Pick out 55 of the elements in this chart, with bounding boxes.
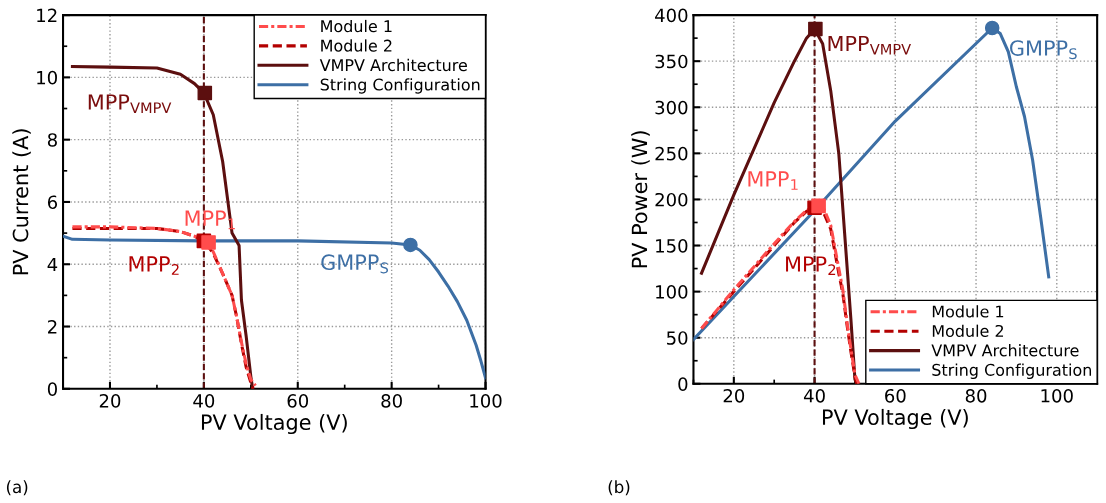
legend-label: Module 1 [321, 19, 392, 33]
annotation: MPP$_{2}$ [129, 256, 179, 275]
x-tick-label: 60 [287, 394, 309, 408]
legend-label: Module 2 [932, 324, 1004, 337]
legend-label: Module 1 [932, 305, 1004, 318]
y-tick-label: 250 [655, 146, 688, 161]
annotation: GMPP$_{S}$ [321, 254, 389, 274]
y-tick-label: 400 [655, 8, 688, 23]
legend-label: String Configuration [932, 363, 1092, 379]
y-tick-label: 12 [37, 8, 57, 22]
legend-label: VMPV Architecture [319, 58, 467, 72]
x-axis-title: PV Voltage (V) [201, 413, 347, 435]
x-tick-label: 100 [1041, 388, 1073, 403]
y-axis-title: PV Current (A) [12, 129, 31, 275]
annotation: MPP$_{1}$ [185, 210, 235, 230]
y-tick-label: 0 [47, 382, 57, 396]
y-tick-label: 300 [655, 100, 688, 115]
point [808, 21, 823, 37]
annotation: GMPP$_{S}$ [1010, 40, 1077, 60]
x-tick-label: 60 [885, 388, 906, 403]
point [197, 85, 213, 101]
annotation: MPP$_{2}$ [786, 256, 836, 276]
y-tick-label: 0 [678, 377, 688, 391]
annotation: MPP$_{VMPV}$ [88, 94, 172, 114]
y-tick-label: 6 [47, 195, 58, 210]
y-tick-label: 200 [655, 192, 688, 207]
x-tick-label: 20 [723, 388, 745, 403]
x-tick-label: 80 [381, 394, 402, 408]
legend-label: VMPV Architecture [931, 344, 1079, 357]
point [811, 198, 826, 214]
annotation: MPP$_{1}$ [748, 171, 798, 190]
y-tick-label: 50 [667, 331, 688, 345]
point [403, 237, 418, 253]
legend-label: String Configuration [320, 78, 480, 94]
legend-label: Module 2 [321, 39, 392, 52]
x-tick-label: 40 [803, 388, 825, 403]
point [984, 20, 1000, 36]
y-tick-label: 350 [655, 54, 688, 69]
y-axis-title: PV Power (W) [631, 131, 650, 268]
y-tick-label: 150 [656, 238, 688, 253]
x-tick-label: 40 [193, 394, 215, 408]
text: (a) [6, 480, 28, 496]
annotation: MPP$_{VMPV}$ [828, 35, 911, 55]
line-series [63, 234, 486, 380]
x-tick-label: 20 [99, 394, 121, 408]
y-tick-label: 10 [37, 70, 57, 85]
y-tick-label: 2 [48, 319, 57, 334]
y-tick-label: 100 [656, 285, 688, 299]
x-tick-label: 80 [965, 388, 987, 403]
text: (b) [608, 480, 630, 496]
y-tick-label: 8 [47, 133, 57, 147]
y-tick-label: 4 [47, 257, 58, 272]
x-tick-label: 100 [470, 394, 502, 408]
point [201, 235, 216, 250]
x-axis-title: PV Voltage (V) [822, 408, 968, 430]
